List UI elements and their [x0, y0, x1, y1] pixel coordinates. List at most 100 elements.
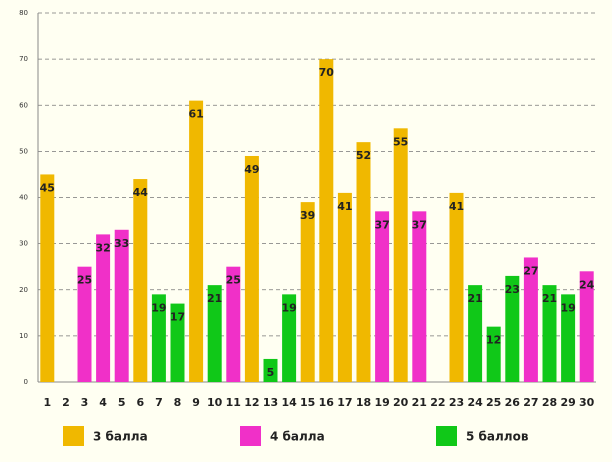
x-tick-label: 27	[523, 396, 538, 409]
value-label: 32	[95, 241, 110, 254]
value-label: 41	[337, 200, 352, 213]
bar	[375, 211, 390, 382]
value-label: 37	[374, 218, 389, 231]
bar	[337, 192, 352, 382]
value-label: 23	[505, 283, 520, 296]
legend-label: 5 баллов	[466, 430, 529, 444]
bar	[523, 257, 538, 382]
x-tick-label: 14	[281, 396, 297, 409]
x-tick-label: 9	[192, 396, 200, 409]
y-tick-label: 60	[19, 101, 28, 109]
bar	[133, 179, 148, 382]
value-label: 21	[467, 292, 482, 305]
bar	[412, 211, 427, 382]
x-tick-label: 6	[136, 396, 144, 409]
legend-swatch	[63, 426, 84, 446]
bar	[170, 303, 185, 382]
x-tick-label: 8	[174, 396, 182, 409]
y-tick-label: 10	[19, 332, 28, 340]
value-label: 49	[244, 163, 259, 176]
value-label: 21	[207, 292, 222, 305]
value-label: 33	[114, 237, 129, 250]
value-label: 39	[300, 209, 315, 222]
legend-swatch	[240, 426, 261, 446]
x-tick-label: 10	[207, 396, 223, 409]
value-label: 19	[151, 301, 166, 314]
bar	[151, 294, 166, 382]
bar	[356, 142, 371, 382]
value-label: 52	[356, 149, 371, 162]
y-tick-label: 30	[19, 240, 28, 248]
bar	[282, 294, 297, 382]
bar	[77, 266, 92, 382]
x-tick-label: 3	[81, 396, 89, 409]
x-tick-label: 17	[337, 396, 352, 409]
x-tick-label: 30	[579, 396, 595, 409]
x-tick-label: 7	[155, 396, 163, 409]
bar	[449, 192, 464, 382]
y-tick-label: 40	[19, 194, 28, 202]
value-label: 37	[412, 218, 427, 231]
value-label: 45	[40, 181, 55, 194]
bar	[300, 202, 315, 382]
bar	[579, 271, 594, 382]
bar	[561, 294, 576, 382]
value-label: 19	[560, 301, 575, 314]
bar	[263, 358, 278, 382]
y-tick-label: 50	[19, 147, 28, 155]
x-tick-label: 4	[99, 396, 107, 409]
y-tick-label: 70	[19, 55, 28, 63]
value-label: 25	[77, 274, 92, 287]
x-tick-label: 16	[319, 396, 335, 409]
bar	[319, 59, 334, 382]
value-label: 25	[226, 274, 241, 287]
x-tick-label: 29	[560, 396, 575, 409]
bar	[207, 285, 222, 382]
value-label: 70	[319, 66, 335, 79]
bar	[226, 266, 241, 382]
x-tick-label: 24	[467, 396, 483, 409]
bar	[468, 285, 483, 382]
x-tick-label: 22	[430, 396, 445, 409]
x-tick-label: 12	[244, 396, 259, 409]
value-label: 5	[267, 366, 275, 379]
y-tick-label: 20	[19, 286, 28, 294]
value-label: 12	[486, 334, 501, 347]
bar	[486, 326, 501, 382]
value-label: 55	[393, 135, 408, 148]
value-label: 19	[281, 301, 296, 314]
bar	[505, 275, 520, 382]
x-tick-label: 19	[374, 396, 389, 409]
x-tick-label: 1	[43, 396, 51, 409]
x-tick-label: 20	[393, 396, 409, 409]
bar	[393, 128, 408, 382]
y-tick-label: 80	[19, 9, 28, 17]
value-label: 44	[133, 186, 149, 199]
x-tick-label: 11	[226, 396, 241, 409]
value-label: 24	[579, 278, 595, 291]
legend-swatch	[436, 426, 457, 446]
bar	[244, 155, 259, 382]
x-tick-label: 21	[412, 396, 427, 409]
bar	[96, 234, 111, 382]
value-label: 17	[170, 311, 185, 324]
x-tick-label: 5	[118, 396, 126, 409]
bar	[542, 285, 557, 382]
y-tick-label: 0	[24, 378, 28, 386]
bar	[40, 174, 55, 382]
x-tick-label: 13	[263, 396, 278, 409]
x-tick-label: 26	[505, 396, 521, 409]
x-tick-label: 23	[449, 396, 464, 409]
legend-label: 4 балла	[270, 430, 325, 444]
bar	[114, 229, 129, 382]
value-label: 61	[188, 108, 203, 121]
value-label: 21	[542, 292, 557, 305]
x-tick-label: 18	[356, 396, 371, 409]
x-tick-label: 28	[542, 396, 557, 409]
x-tick-label: 15	[300, 396, 315, 409]
value-label: 27	[523, 264, 538, 277]
legend-label: 3 балла	[93, 430, 148, 444]
x-tick-label: 2	[62, 396, 70, 409]
x-tick-label: 25	[486, 396, 501, 409]
